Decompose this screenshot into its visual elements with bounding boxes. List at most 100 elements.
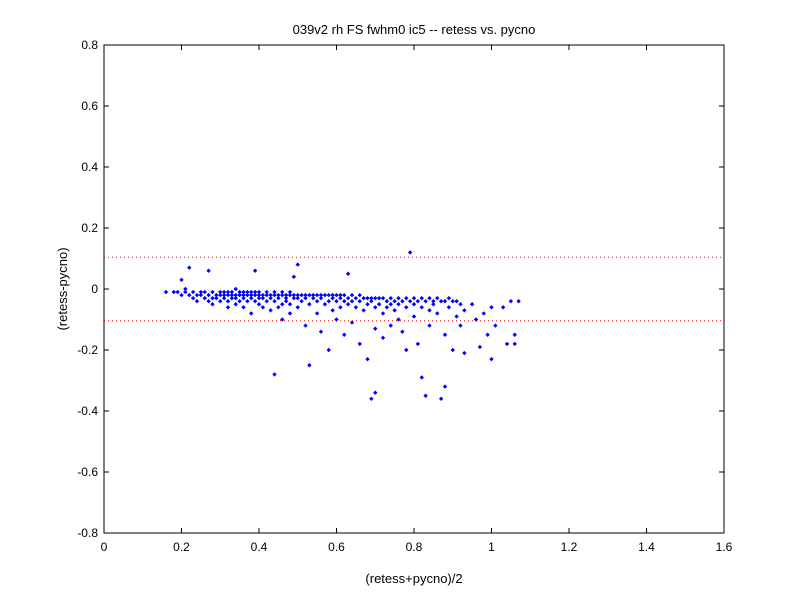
data-point	[404, 295, 409, 301]
data-point	[229, 295, 235, 301]
y-tick-label: 0.4	[81, 160, 98, 174]
data-point	[229, 292, 235, 298]
data-point	[183, 289, 188, 295]
data-point	[287, 289, 293, 295]
data-point	[349, 292, 355, 298]
data-point	[334, 317, 339, 322]
data-point	[415, 341, 421, 347]
data-point	[272, 299, 277, 304]
data-point	[307, 292, 312, 298]
x-tick-label: 1.6	[716, 540, 733, 554]
data-point	[373, 305, 378, 310]
data-point	[210, 295, 215, 301]
data-point	[473, 317, 479, 322]
data-point	[214, 295, 219, 301]
data-point	[392, 308, 397, 313]
data-point	[241, 295, 246, 301]
data-point	[365, 356, 370, 362]
data-point	[314, 292, 320, 298]
data-point	[342, 292, 347, 298]
data-point	[388, 295, 393, 301]
data-point	[318, 329, 324, 334]
data-point	[272, 289, 277, 295]
data-point	[272, 372, 277, 377]
data-point	[252, 268, 258, 273]
data-point	[493, 323, 498, 328]
data-point	[338, 292, 343, 298]
data-point	[396, 317, 401, 322]
y-axis-ticks: -0.8 -0.6 -0.4 -0.2 0 0.2 0.4 0.6 0.8	[77, 38, 724, 540]
data-point	[260, 295, 266, 301]
data-point	[380, 295, 386, 301]
data-point	[225, 292, 231, 298]
data-point	[307, 363, 312, 368]
data-point	[210, 289, 215, 295]
data-point	[373, 326, 378, 331]
data-point	[361, 308, 366, 313]
data-point	[214, 292, 219, 298]
data-point	[249, 295, 254, 301]
data-point	[218, 292, 223, 298]
data-point	[314, 311, 320, 316]
data-point	[221, 289, 227, 295]
data-point	[303, 323, 308, 328]
data-point	[179, 277, 184, 283]
data-point	[210, 302, 215, 307]
data-point	[249, 289, 254, 295]
x-tick-label: 0.6	[328, 540, 345, 554]
data-point	[287, 302, 293, 307]
data-point	[431, 302, 436, 307]
data-point	[202, 295, 207, 301]
data-point	[481, 311, 486, 316]
data-point	[380, 311, 386, 316]
data-point	[187, 265, 192, 270]
data-point	[342, 332, 347, 337]
data-point	[489, 305, 494, 310]
data-point	[252, 289, 258, 295]
data-point	[283, 292, 289, 298]
data-point	[303, 292, 308, 298]
data-point	[353, 305, 359, 310]
data-point	[190, 295, 196, 301]
data-point	[334, 299, 339, 304]
data-point	[283, 295, 289, 301]
y-tick-label: 0.6	[81, 99, 98, 113]
x-tick-label: 0.2	[173, 540, 190, 554]
y-tick-label: -0.2	[77, 343, 98, 357]
data-point	[380, 335, 386, 340]
data-point	[411, 314, 417, 319]
data-point	[229, 289, 235, 295]
data-point	[419, 375, 424, 380]
data-point	[407, 250, 413, 255]
data-point	[400, 329, 405, 334]
data-point	[218, 289, 223, 295]
data-point	[314, 299, 320, 304]
y-tick-label: 0	[91, 282, 98, 296]
data-point	[415, 299, 421, 304]
data-point	[318, 292, 324, 298]
data-point	[357, 341, 362, 347]
data-point	[249, 292, 254, 298]
data-point	[427, 323, 432, 328]
data-point	[512, 332, 517, 337]
data-point	[260, 292, 266, 298]
data-point	[206, 268, 211, 273]
data-point	[450, 299, 455, 304]
data-point	[349, 320, 355, 325]
data-point	[404, 305, 409, 310]
data-point	[361, 295, 366, 301]
data-point	[295, 292, 300, 298]
data-point	[225, 289, 231, 295]
x-tick-label: 1.2	[561, 540, 578, 554]
plot-area: 0 0.2 0.4 0.6 0.8 1 1.2 1.4 1.6 -0.8 -0.6 -0.4 -0.2…	[77, 38, 732, 554]
data-point	[206, 292, 211, 298]
data-point	[256, 295, 262, 301]
data-point	[369, 295, 374, 301]
data-point	[338, 305, 343, 310]
data-point	[299, 292, 304, 298]
data-point	[283, 299, 289, 304]
data-point	[245, 292, 250, 298]
data-point	[454, 314, 459, 319]
data-point	[342, 299, 347, 304]
